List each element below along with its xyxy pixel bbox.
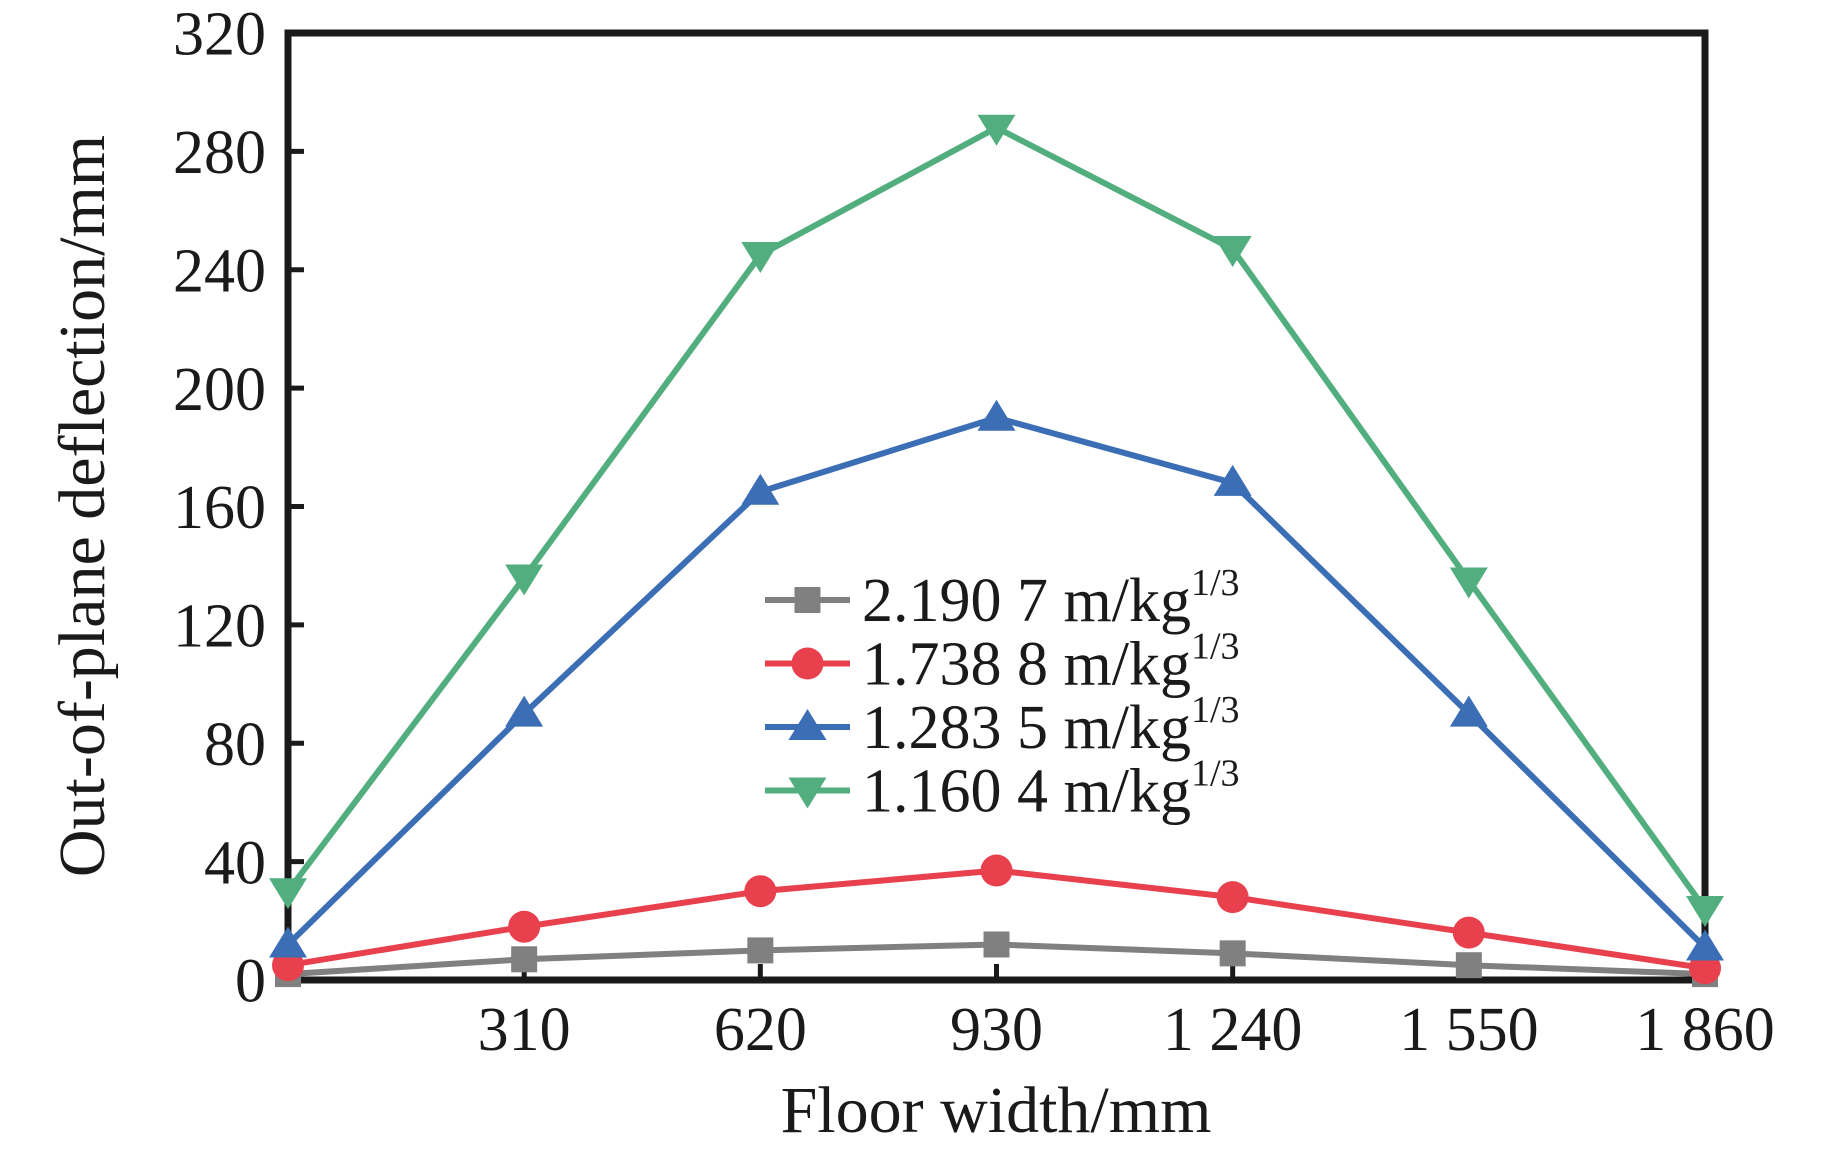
y-tick-label: 120 [173, 593, 266, 661]
data-point-circle [508, 910, 541, 943]
legend-circle-icon [791, 647, 824, 680]
data-point-triangle-up [1686, 929, 1724, 961]
x-tick-label: 1 860 [1635, 996, 1775, 1064]
series-layer [269, 114, 1724, 988]
data-point-triangle-down [1686, 895, 1724, 927]
data-point-triangle-up [505, 695, 544, 727]
data-point-triangle-up [1449, 695, 1488, 727]
y-tick-label: 0 [235, 948, 266, 1016]
legend-label: 1.160 4 m/kg1/3 [862, 753, 1240, 826]
legend-item-3: 1.160 4 m/kg1/3 [765, 753, 1240, 826]
plot-area-border [284, 29, 1709, 984]
y-tick-label: 320 [173, 1, 266, 69]
data-point-circle [1216, 881, 1249, 914]
legend-triangle-down-icon [788, 777, 827, 809]
data-point-circle [980, 854, 1013, 887]
data-point-triangle-down [505, 564, 544, 596]
axis-ticks: 0 40 80 120 160 200 240 280 320 310 620 930 1 240 1 5… [173, 1, 1775, 1064]
legend-label: 1.738 8 m/kg1/3 [862, 626, 1240, 699]
data-point-triangle-up [269, 926, 307, 958]
x-tick-label: 930 [950, 996, 1043, 1064]
legend-item-0: 2.190 7 m/kg1/3 [765, 562, 1240, 635]
data-point-triangle-down [269, 878, 307, 910]
data-point-triangle-down [1449, 567, 1488, 599]
legend-square-icon [794, 587, 821, 613]
data-point-circle [1452, 916, 1485, 949]
data-point-square [747, 937, 774, 964]
data-point-square [511, 946, 538, 973]
y-axis-title: Out-of-plane deflection/mm [46, 135, 119, 877]
x-tick-label: 1 550 [1399, 996, 1539, 1064]
data-point-triangle-down [741, 241, 780, 273]
x-tick-label: 310 [478, 996, 571, 1064]
legend-item-2: 1.283 5 m/kg1/3 [765, 689, 1240, 762]
y-tick-label: 280 [173, 119, 266, 187]
data-point-square [1219, 940, 1246, 967]
legend-item-1: 1.738 8 m/kg1/3 [765, 626, 1240, 699]
y-tick-label: 240 [173, 237, 266, 305]
y-tick-label: 80 [204, 711, 266, 779]
legend-label: 2.190 7 m/kg1/3 [862, 562, 1240, 635]
y-tick-label: 200 [173, 356, 266, 424]
data-point-triangle-up [1213, 464, 1252, 496]
legend: 2.190 7 m/kg1/31.738 8 m/kg1/31.283 5 m/… [765, 562, 1240, 826]
data-point-square [1455, 952, 1482, 979]
data-point-triangle-up [977, 399, 1016, 431]
data-point-triangle-up [741, 473, 780, 505]
data-point-triangle-down [1213, 236, 1252, 268]
data-point-circle [744, 875, 777, 908]
data-point-square [983, 931, 1010, 958]
legend-label: 1.283 5 m/kg1/3 [862, 689, 1240, 762]
x-tick-label: 1 240 [1163, 996, 1303, 1064]
data-point-triangle-down [977, 114, 1016, 146]
x-tick-label: 620 [714, 996, 807, 1064]
y-tick-label: 40 [204, 829, 266, 897]
x-axis-title: Floor width/mm [781, 1074, 1212, 1147]
legend-triangle-up-icon [788, 709, 827, 740]
y-tick-label: 160 [173, 474, 266, 542]
